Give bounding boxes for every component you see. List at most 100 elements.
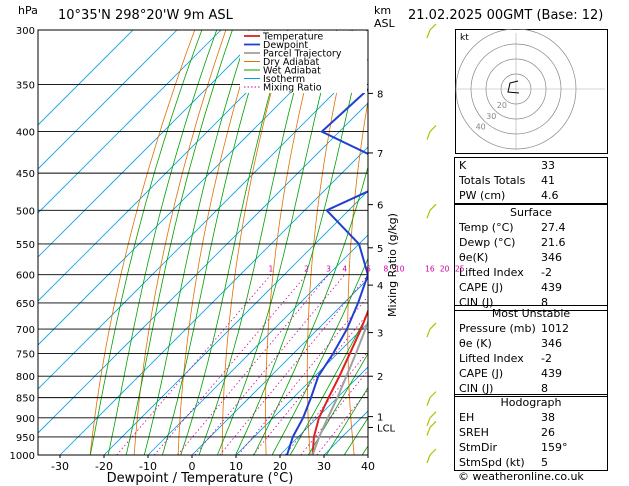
- mixing-ratio-label: 20: [440, 265, 450, 274]
- hodograph-trace: [507, 80, 520, 94]
- mixing-ratio-label: 3: [326, 265, 331, 274]
- mixing-ratio-label: 10: [395, 265, 405, 274]
- wind-barb: [426, 391, 437, 406]
- km-tick-label: LCL: [377, 423, 396, 434]
- wind-barb: [426, 411, 437, 427]
- x-tick-label: 0: [189, 460, 196, 473]
- most-unstable-row: CIN (J) 8: [455, 381, 607, 396]
- x-tick-label: -20: [95, 460, 113, 473]
- wind-barb: [426, 125, 437, 140]
- index-value: 33: [541, 159, 555, 172]
- pressure-tick-label: 300: [16, 26, 35, 37]
- hodograph-stat-value: 38: [541, 411, 555, 424]
- hodograph-stat-row: EH 38: [455, 410, 607, 425]
- isotherm-line: [38, 30, 310, 302]
- surface-label: Dewp (°C): [459, 236, 516, 249]
- isotherm-line: [38, 30, 178, 170]
- wind-barb: [426, 421, 437, 436]
- most-unstable-value: 8: [541, 382, 548, 395]
- most-unstable-row: θe (K) 346: [455, 336, 607, 351]
- x-tick-label: 20: [273, 460, 287, 473]
- pressure-tick-label: 950: [16, 433, 35, 444]
- pressure-tick-label: 450: [16, 169, 35, 180]
- isotherm-line: [38, 58, 368, 390]
- km-tick-label: 8: [377, 89, 383, 100]
- legend-box: [240, 31, 367, 93]
- most-unstable-row: CAPE (J) 439: [455, 366, 607, 381]
- mixing-ratio-label: 16: [425, 265, 435, 274]
- legend-label: Dry Adiabat: [263, 57, 320, 68]
- surface-row: CAPE (J) 439: [455, 280, 607, 295]
- temperature-profile: [311, 308, 368, 455]
- x-tick-label: -30: [51, 460, 69, 473]
- pressure-tick-label: 700: [16, 325, 35, 336]
- hpa-label: hPa: [18, 4, 38, 17]
- pressure-tick-label: 850: [16, 394, 35, 405]
- wind-barb: [426, 322, 437, 338]
- hodograph-stat-label: SREH: [459, 426, 489, 439]
- mixing-ratio-label: 1: [268, 265, 273, 274]
- km-tick-label: 3: [377, 329, 383, 340]
- wind-barb: [426, 448, 437, 464]
- isotherm-line: [38, 30, 266, 258]
- surface-row: Temp (°C) 27.4: [455, 220, 607, 235]
- surface-value: 439: [541, 281, 562, 294]
- hodograph-stat-row: StmDir 159°: [455, 440, 607, 455]
- index-label: Totals Totals: [459, 174, 526, 187]
- hodograph-table-title: Hodograph: [500, 396, 562, 409]
- index-row: PW (cm) 4.6: [455, 188, 607, 203]
- pressure-tick-label: 1000: [10, 451, 35, 462]
- hodograph-stat-label: EH: [459, 411, 475, 424]
- surface-label: Temp (°C): [459, 221, 514, 234]
- hodograph-stat-value: 26: [541, 426, 555, 439]
- hodograph-ring-label: 40: [476, 122, 486, 131]
- hodograph-table: Hodograph EH 38 SREH 26 StmDir 159° StmSpd (kt…: [454, 394, 608, 471]
- index-value: 41: [541, 174, 555, 187]
- hodograph-stat-row: SREH 26: [455, 425, 607, 440]
- most-unstable-value: 1012: [541, 322, 569, 335]
- most-unstable-row: Pressure (mb) 1012: [455, 321, 607, 336]
- index-value: 4.6: [541, 189, 559, 202]
- surface-value: 8: [541, 296, 548, 309]
- mixing-ratio-line: [153, 274, 307, 455]
- most-unstable-value: -2: [541, 352, 552, 365]
- surface-row: θe(K) 346: [455, 250, 607, 265]
- most-unstable-label: θe (K): [459, 337, 492, 350]
- wet-adiabat-line: [325, 386, 368, 455]
- legend-label: Temperature: [262, 32, 323, 43]
- index-row: K 33: [455, 158, 607, 173]
- surface-row: Dewp (°C) 21.6: [455, 235, 607, 250]
- isotherm-line: [191, 278, 368, 455]
- pressure-tick-label: 400: [16, 128, 35, 139]
- mixing-ratio-label: 4: [342, 265, 347, 274]
- surface-value: -2: [541, 266, 552, 279]
- most-unstable-title: Most Unstable: [491, 307, 571, 320]
- isotherm-line: [147, 234, 368, 455]
- legend-label: Isotherm: [263, 74, 305, 85]
- isotherm-line: [38, 102, 368, 434]
- surface-title: Surface: [510, 206, 552, 219]
- isotherm-line: [38, 30, 354, 346]
- isotherm-line: [279, 366, 368, 455]
- most-unstable-row: Lifted Index -2: [455, 351, 607, 366]
- isotherm-line: [59, 146, 368, 455]
- pressure-tick-label: 600: [16, 271, 35, 282]
- isotherm-line: [38, 30, 134, 126]
- location-title: 10°35'N 298°20'W 9m ASL: [58, 8, 233, 23]
- index-label: K: [459, 159, 467, 172]
- most-unstable-value: 439: [541, 367, 562, 380]
- x-tick-label: 30: [317, 460, 331, 473]
- hodograph-stat-row: StmSpd (kt) 5: [455, 455, 607, 470]
- surface-value: 21.6: [541, 236, 566, 249]
- asl-label: ASL: [374, 17, 395, 30]
- km-tick-label: 5: [377, 244, 383, 255]
- legend-label: Dewpoint: [263, 40, 308, 51]
- most-unstable-label: CAPE (J): [459, 367, 504, 380]
- surface-label: CAPE (J): [459, 281, 504, 294]
- index-row: Totals Totals 41: [455, 173, 607, 188]
- index-label: PW (cm): [459, 189, 506, 202]
- legend-label: Parcel Trajectory: [263, 49, 342, 60]
- km-label: km: [374, 4, 392, 17]
- x-axis-title: Dewpoint / Temperature (°C): [107, 471, 294, 486]
